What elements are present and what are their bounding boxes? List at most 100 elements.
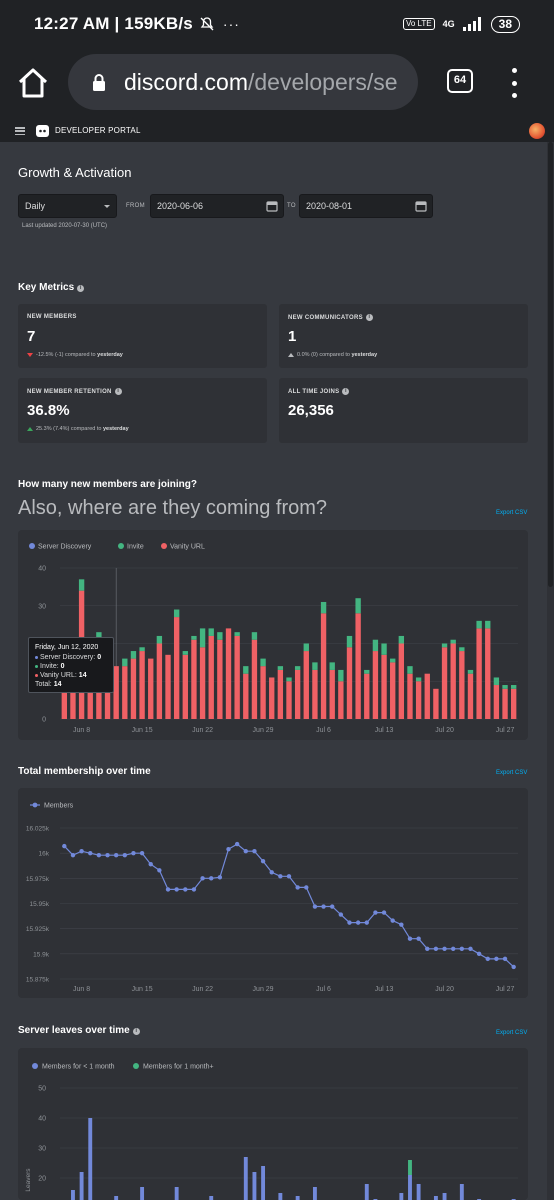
metric-card-new-members: NEW MEMBERS 7 -12.5% (-1) compared to ye…: [18, 304, 267, 368]
data-point: [217, 875, 223, 880]
data-point: [347, 920, 352, 925]
bar-invite: [511, 685, 517, 689]
bar-long-term: [408, 1160, 412, 1175]
x-tick-label: Jul 6: [316, 986, 331, 993]
tooltip-total-row: Total: 14: [35, 680, 107, 689]
bar-vanity: [208, 635, 214, 719]
y-tick-label: 15.925k: [26, 926, 50, 933]
export-csv-link[interactable]: Export CSV: [496, 1030, 528, 1036]
tooltip-date: Friday, Jun 12, 2020: [35, 644, 99, 651]
legend-marker: [29, 543, 35, 549]
page-scrollbar[interactable]: [547, 142, 554, 1200]
scrollbar-thumb[interactable]: [548, 142, 553, 587]
x-tick-label: Jul 20: [435, 986, 454, 993]
info-icon[interactable]: i: [365, 314, 373, 321]
bar-vanity: [502, 688, 508, 719]
bar-invite: [338, 669, 344, 682]
metric-label-text: ALL TIME JOINS: [288, 389, 340, 395]
bar-vanity: [312, 669, 318, 719]
info-icon[interactable]: i: [132, 1028, 140, 1035]
bar-short-term: [408, 1175, 412, 1200]
data-point: [468, 946, 473, 951]
membership-chart-panel: Members 15.875k 15.9k 15.925k 15.95k 15.975k 1…: [18, 788, 528, 998]
tab-switcher-button[interactable]: 64: [447, 69, 473, 93]
browser-toolbar: discord.com/developers/se 64: [0, 48, 554, 120]
bar-invite: [234, 632, 240, 636]
discord-logo-icon[interactable]: [36, 125, 49, 137]
export-csv-link[interactable]: Export CSV: [496, 770, 528, 776]
portal-title: DEVELOPER PORTAL: [55, 126, 141, 135]
calendar-icon[interactable]: [266, 200, 278, 212]
bar-vanity: [182, 654, 188, 719]
trend-neutral-icon: [288, 352, 294, 357]
tooltip-discovery-label: Server Discovery:: [40, 654, 96, 661]
info-icon[interactable]: i: [342, 388, 350, 395]
portal-header: DEVELOPER PORTAL: [0, 120, 554, 142]
hamburger-menu-icon[interactable]: [15, 127, 25, 135]
export-csv-link[interactable]: Export CSV: [496, 510, 528, 516]
from-date-input[interactable]: 2020-06-06: [150, 194, 284, 218]
data-point: [131, 850, 136, 856]
data-point: [269, 870, 274, 875]
bar-invite: [493, 677, 500, 686]
calendar-icon[interactable]: [415, 200, 427, 212]
bar-invite: [217, 632, 223, 640]
data-point: [511, 964, 516, 970]
legend-marker: [32, 802, 38, 808]
bar-vanity: [165, 654, 171, 719]
to-date-input[interactable]: 2020-08-01: [299, 194, 433, 218]
x-tick-label: Jun 8: [73, 727, 90, 734]
interval-select[interactable]: Daily: [18, 194, 117, 218]
bar-invite: [260, 658, 266, 667]
bar-vanity: [139, 651, 145, 719]
bar-invite: [450, 639, 456, 644]
leaves-chart[interactable]: Members for < 1 month Members for 1 month…: [18, 1048, 528, 1200]
tooltip-total-value: 14: [53, 681, 62, 688]
metric-compared-text: compared to: [65, 352, 96, 358]
bar-vanity: [173, 617, 180, 719]
bar-short-term: [261, 1166, 266, 1200]
data-point: [139, 850, 145, 856]
data-point: [399, 922, 404, 927]
bar-vanity: [493, 685, 500, 719]
tooltip-vanity-row: Vanity URL: 14: [35, 671, 107, 680]
y-tick-label: 30: [38, 1146, 46, 1153]
x-tick-label: Jul 13: [375, 986, 394, 993]
legend-marker: [133, 1063, 139, 1069]
bar-invite: [122, 658, 128, 667]
leaves-section-title-text: Server leaves over time: [18, 1025, 130, 1036]
from-label: FROM: [126, 203, 145, 209]
metric-card-new-communicators: NEW COMMUNICATORS i 1 0.0% (0) compared t…: [279, 304, 528, 368]
address-bar[interactable]: discord.com/developers/se: [68, 54, 418, 110]
data-point: [373, 910, 378, 915]
info-icon[interactable]: i: [114, 388, 122, 395]
bar-short-term: [140, 1187, 145, 1200]
bar-invite: [502, 685, 508, 689]
metric-card-new-member-retention: NEW MEMBER RETENTION i 36.8% 25.3% (7.4%)…: [18, 378, 267, 443]
data-point: [321, 904, 326, 909]
mute-icon: [200, 17, 214, 31]
info-icon[interactable]: i: [77, 285, 85, 292]
data-point: [459, 946, 465, 951]
y-axis-label: Leavers: [25, 1168, 32, 1192]
browser-menu-icon[interactable]: [506, 68, 522, 98]
metric-compared-text: compared to: [319, 352, 350, 358]
bar-short-term: [433, 1196, 438, 1200]
interval-value: Daily: [25, 201, 46, 211]
avatar[interactable]: [529, 123, 545, 139]
leaves-chart-panel: Members for < 1 month Members for 1 month…: [18, 1048, 528, 1200]
metric-label-text: NEW COMMUNICATORS: [288, 315, 363, 321]
y-tick-label: 16.025k: [26, 826, 50, 833]
legend-label: Members for 1 month+: [143, 1064, 214, 1071]
legend-label: Members for < 1 month: [42, 1064, 115, 1071]
bar-vanity: [415, 681, 422, 719]
legend-marker: [161, 543, 167, 549]
lock-icon: [93, 73, 105, 91]
metric-label: NEW COMMUNICATORS i: [288, 314, 373, 321]
home-icon[interactable]: [16, 66, 50, 100]
bar-invite: [286, 677, 292, 682]
membership-chart[interactable]: Members 15.875k 15.9k 15.925k 15.95k 15.975k 1…: [18, 788, 528, 998]
bar-vanity: [199, 647, 206, 719]
